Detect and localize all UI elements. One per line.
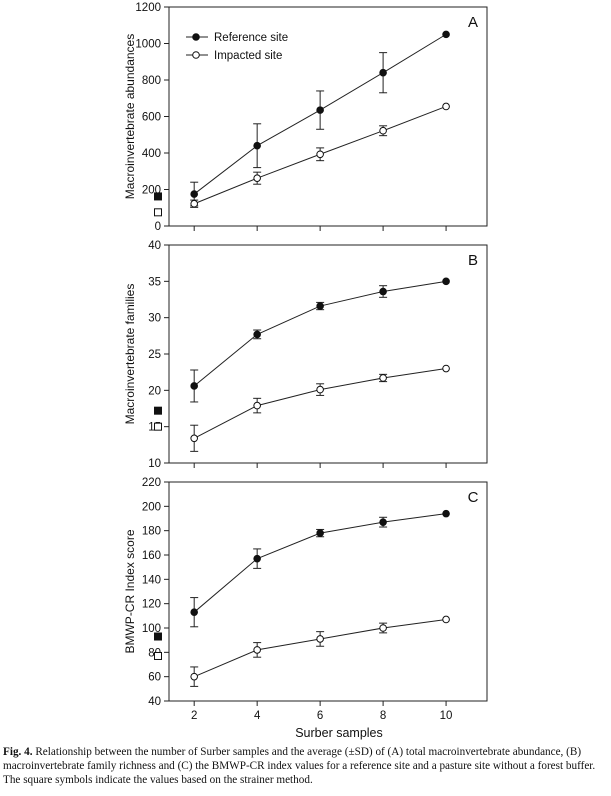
panel-b: 10152025303540Macroinvertebrate families…: [123, 240, 488, 470]
y-tick-label: 35: [148, 276, 161, 288]
series-line: [193, 618, 447, 678]
data-point: [253, 646, 261, 654]
y-tick-label: 200: [142, 501, 161, 513]
x-tick-label: 6: [317, 710, 323, 722]
data-point: [190, 382, 198, 390]
data-point: [442, 364, 450, 373]
data-point: [190, 199, 198, 208]
strainer-square: [154, 406, 162, 415]
y-tick-label: 800: [142, 75, 161, 87]
x-tick-label: 4: [254, 710, 261, 722]
data-point: [379, 518, 387, 526]
y-tick-label: 600: [142, 112, 161, 124]
data-point: [190, 608, 198, 616]
data-point: [442, 277, 450, 286]
y-axis-title: Macroinvertebrate families: [123, 284, 137, 425]
y-tick-label: 60: [148, 672, 161, 684]
data-point: [316, 302, 324, 310]
strainer-square: [154, 422, 162, 431]
x-tick-label: 10: [440, 710, 453, 722]
y-tick-label: 120: [142, 599, 161, 611]
panel-letter: A: [468, 14, 478, 31]
series-line: [193, 513, 447, 613]
data-point: [190, 190, 198, 198]
data-point: [379, 68, 387, 77]
series-line: [193, 280, 447, 387]
x-axis-title: Surber samples: [295, 726, 383, 740]
x-tick-label: 2: [191, 710, 197, 722]
data-point: [379, 126, 387, 135]
legend-marker: [192, 51, 200, 59]
y-axis-title: BMWP-CR Index score: [123, 529, 137, 653]
caption-text: Relationship between the number of Surbe…: [3, 746, 596, 787]
plot-frame: [168, 481, 488, 702]
panel-letter: B: [468, 252, 478, 269]
data-point: [442, 30, 450, 39]
strainer-square: [154, 651, 162, 660]
data-point: [253, 401, 261, 410]
data-point: [253, 330, 261, 339]
panel-letter: C: [468, 489, 479, 506]
strainer-square: [154, 208, 162, 217]
data-point: [316, 385, 324, 394]
y-tick-label: 0: [155, 221, 161, 233]
y-tick-label: 30: [148, 313, 161, 325]
data-point: [379, 624, 387, 632]
data-point: [316, 150, 324, 159]
y-tick-label: 100: [142, 623, 161, 635]
strainer-square: [154, 192, 162, 201]
series-line: [193, 368, 447, 439]
figure-caption: Fig. 4. Relationship between the number …: [3, 745, 607, 788]
data-point: [442, 102, 450, 111]
data-point: [190, 434, 198, 443]
y-tick-label: 20: [148, 385, 161, 397]
y-tick-label: 160: [142, 550, 161, 562]
y-tick-label: 400: [142, 148, 161, 160]
y-tick-label: 40: [148, 696, 161, 708]
data-point: [442, 509, 450, 518]
data-point: [253, 174, 261, 182]
y-axis-title: Macroinvertebrate abundances: [123, 34, 137, 199]
caption-label: Fig. 4.: [3, 746, 33, 758]
panel-c: 406080100120140160180200220246810BMWP-CR…: [123, 477, 488, 722]
data-point: [379, 287, 387, 296]
y-tick-label: 180: [142, 526, 161, 538]
data-point: [316, 635, 324, 643]
x-tick-label: 8: [380, 710, 386, 722]
y-tick-label: 140: [142, 574, 161, 586]
y-tick-label: 1200: [135, 2, 161, 14]
plot-frame: [168, 244, 488, 464]
y-tick-label: 25: [148, 349, 161, 361]
legend-label: Impacted site: [214, 50, 282, 62]
legend-marker: [192, 33, 200, 41]
legend-label: Reference site: [214, 32, 288, 44]
data-point: [253, 141, 261, 150]
data-point: [442, 615, 450, 624]
y-tick-label: 40: [148, 240, 161, 252]
data-point: [316, 529, 324, 537]
data-point: [190, 672, 198, 681]
data-point: [316, 106, 324, 114]
strainer-square: [154, 632, 162, 641]
data-point: [253, 554, 261, 563]
y-tick-label: 220: [142, 477, 161, 489]
y-tick-label: 1000: [135, 39, 161, 51]
data-point: [379, 374, 387, 382]
figure-svg: Surber samples 0 200 400 600 800 1000 1200 Macr…: [123, 2, 488, 740]
y-tick-label: 10: [148, 458, 161, 470]
